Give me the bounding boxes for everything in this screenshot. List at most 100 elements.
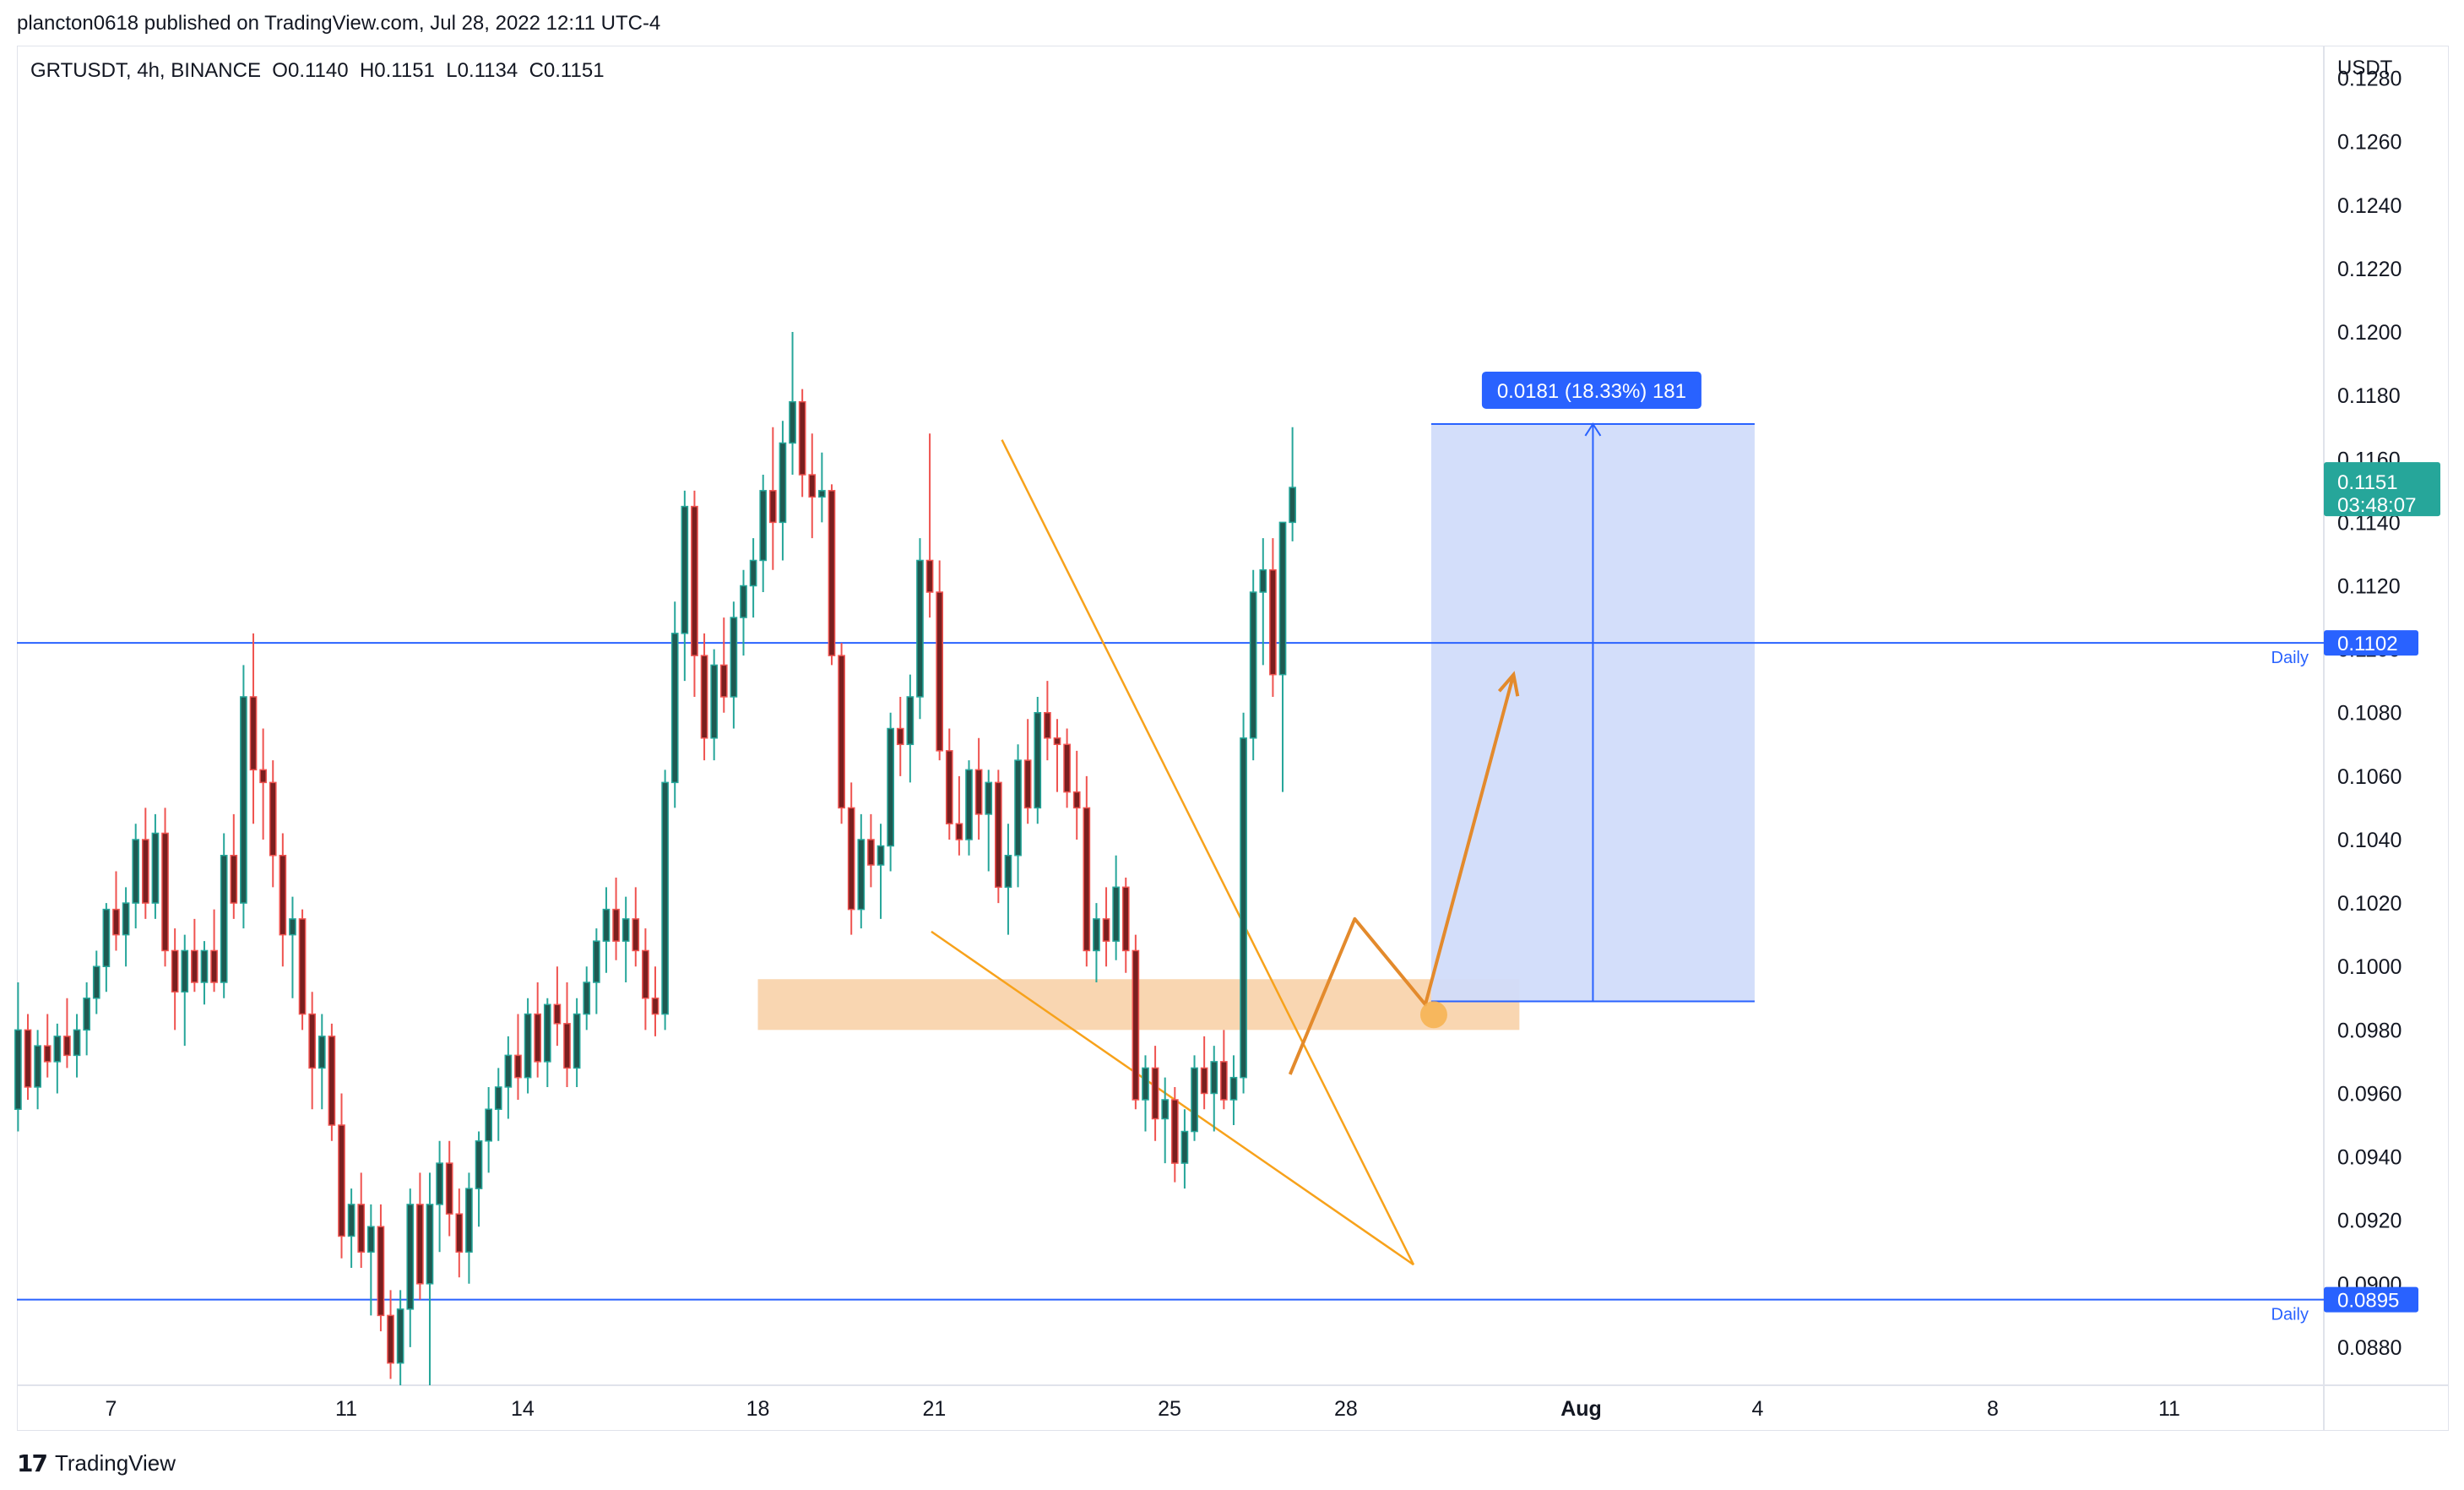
candle-body xyxy=(1259,568,1267,593)
candle-body xyxy=(681,505,689,634)
candle-body xyxy=(965,769,973,840)
x-tick-label: 11 xyxy=(2158,1397,2180,1421)
candle-body xyxy=(916,559,924,698)
candle-body xyxy=(1023,759,1032,809)
candle-body xyxy=(396,1308,404,1364)
candle-body xyxy=(161,832,169,952)
x-tick-label: 7 xyxy=(105,1397,117,1421)
candle-body xyxy=(798,400,806,476)
candle-body xyxy=(553,1003,562,1025)
candle-body xyxy=(730,617,738,698)
candle-body xyxy=(465,1188,473,1253)
symbol-legend: GRTUSDT, 4h, BINANCE O0.1140 H0.1151 L0.… xyxy=(30,59,605,83)
candle-body xyxy=(298,918,307,1015)
y-tick-label: 0.0940 xyxy=(2337,1146,2402,1170)
candle-body xyxy=(455,1213,464,1253)
y-tick-label: 0.1280 xyxy=(2337,68,2402,91)
measure-label-bg xyxy=(1481,371,1701,409)
candle-body xyxy=(445,1162,453,1215)
candle-body xyxy=(92,965,100,999)
tradingview-brand[interactable]: 17 TradingView xyxy=(17,1449,176,1477)
candle-body xyxy=(651,998,659,1015)
candle-body xyxy=(661,781,669,1015)
candle-body xyxy=(14,1029,22,1110)
candle-body xyxy=(210,949,218,983)
candle-body xyxy=(1083,807,1091,952)
candle-body xyxy=(563,1023,571,1069)
candle-body xyxy=(112,908,120,936)
candle-body xyxy=(1200,1067,1208,1095)
candle-body xyxy=(945,750,953,824)
price-axis-title: USDT xyxy=(2337,57,2393,79)
candle-body xyxy=(387,1314,394,1364)
candle-body xyxy=(1063,743,1071,793)
candle-body xyxy=(191,949,198,983)
candle-body xyxy=(317,1036,326,1069)
candle-body xyxy=(485,1108,492,1142)
y-tick-label: 0.1040 xyxy=(2337,829,2402,852)
candle-body xyxy=(1142,1067,1149,1101)
candle-body xyxy=(1278,521,1287,676)
projection-path xyxy=(1288,674,1516,1075)
candle-body xyxy=(543,1003,551,1063)
candle-body xyxy=(1034,711,1042,809)
y-tick-label: 0.1200 xyxy=(2337,321,2402,345)
candle-body xyxy=(1053,737,1061,746)
candle-body xyxy=(1180,1130,1189,1164)
candle-body xyxy=(83,998,91,1031)
last-price-badge xyxy=(2324,462,2440,517)
candle-body xyxy=(1249,591,1257,739)
y-tick-label: 0.1000 xyxy=(2337,955,2402,979)
daily-level-badge xyxy=(2324,1286,2418,1313)
candle-body xyxy=(994,781,1002,889)
candle-body xyxy=(151,832,160,904)
candle-body xyxy=(338,1124,345,1237)
candle-body xyxy=(887,727,894,847)
candle-body xyxy=(642,949,649,999)
candle-body xyxy=(24,1029,32,1088)
candle-body xyxy=(377,1226,385,1317)
candle-body xyxy=(181,949,189,993)
candle-body xyxy=(818,490,826,498)
candle-body xyxy=(612,908,620,942)
candle-body xyxy=(249,696,258,771)
candle-body xyxy=(504,1054,513,1088)
candle-body xyxy=(808,474,817,498)
candle-body xyxy=(1170,1099,1179,1164)
y-tick-label: 0.1080 xyxy=(2337,702,2402,726)
candle-body xyxy=(122,902,130,936)
candle-body xyxy=(1240,737,1247,1079)
candle-body xyxy=(426,1204,434,1285)
candle-body xyxy=(719,664,728,698)
candle-body xyxy=(494,1086,502,1110)
candle-body xyxy=(220,855,228,983)
candle-body xyxy=(896,727,904,746)
candle-body xyxy=(43,1045,52,1063)
candle-body xyxy=(1151,1067,1159,1120)
candle-body xyxy=(691,505,698,656)
candle-body xyxy=(1191,1067,1198,1133)
candle-body xyxy=(1112,886,1121,942)
candle-body xyxy=(1220,1061,1228,1101)
candle-body xyxy=(328,1036,336,1126)
candle-body xyxy=(740,585,747,618)
candle-body xyxy=(1161,1099,1170,1120)
candle-body xyxy=(240,696,247,904)
candle-body xyxy=(1269,568,1277,676)
candle-body xyxy=(847,807,855,911)
candle-body xyxy=(1014,759,1022,856)
candle-body xyxy=(877,845,885,866)
last-price-countdown: 03:48:07 xyxy=(2337,494,2416,517)
y-tick-label: 0.1260 xyxy=(2337,131,2402,155)
low-value: L0.1134 xyxy=(446,59,518,82)
candle-body xyxy=(53,1036,62,1063)
candle-body xyxy=(357,1204,366,1253)
x-tick-label: 4 xyxy=(1751,1397,1763,1421)
x-tick-label: 21 xyxy=(923,1397,947,1421)
candle-body xyxy=(514,1054,522,1079)
candle-body xyxy=(1132,949,1140,1101)
candle-body xyxy=(857,839,866,911)
daily-level-note: Daily xyxy=(2271,649,2309,667)
wedge-lower-line xyxy=(931,930,1414,1266)
